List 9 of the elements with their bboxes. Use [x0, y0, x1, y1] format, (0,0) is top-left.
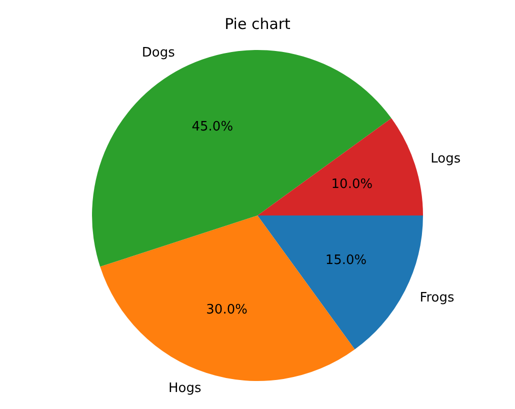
slice-label: Hogs	[168, 381, 202, 396]
data-label: 10.0%	[331, 177, 373, 192]
slice-label: Logs	[430, 152, 461, 167]
data-label: 45.0%	[192, 119, 234, 134]
slice-label: Dogs	[142, 46, 176, 61]
slice-label: Frogs	[420, 290, 455, 306]
data-label: 30.0%	[206, 302, 248, 318]
data-label: 15.0%	[325, 252, 367, 268]
chart-title: Pie chart	[224, 14, 291, 33]
